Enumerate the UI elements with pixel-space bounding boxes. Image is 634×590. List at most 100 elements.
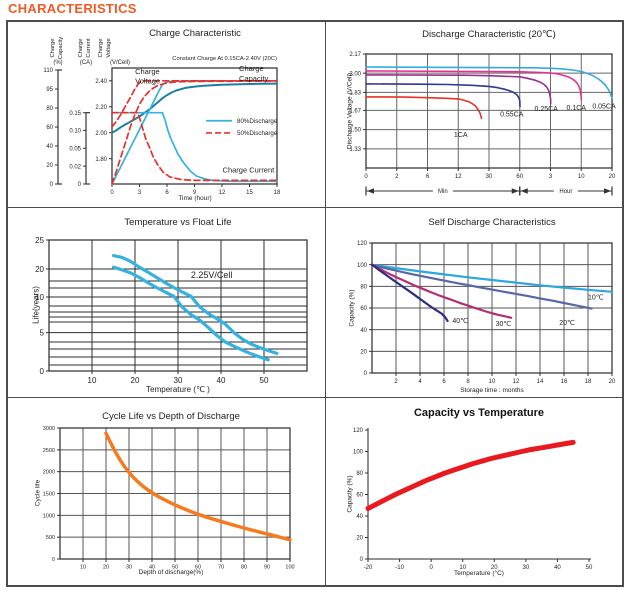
x-tick-label: 0 <box>429 565 433 571</box>
side-axis-tick-label: 2.00 <box>95 131 107 137</box>
annotation: Charge <box>135 67 160 76</box>
self-discharge-10c <box>370 263 614 293</box>
x-tick-label: 70 <box>218 565 224 571</box>
y-tick-label: 20 <box>356 536 363 542</box>
x-tick-label: 8 <box>466 379 470 385</box>
y-tick-label: 2500 <box>43 448 55 454</box>
arrowhead-left <box>367 188 374 194</box>
y-tick-label: 2.17 <box>349 52 361 58</box>
chart-title-capacity-vs-temperature: Capacity vs Temperature <box>413 407 545 419</box>
y-tick-label: 25 <box>35 236 44 245</box>
legend-label: 50%Discharge <box>237 130 278 137</box>
annotation: Constant Charge At 0.15CA-2.40V (20C) <box>172 56 277 62</box>
x-tick-label: 0 <box>110 190 114 196</box>
side-axis-tick-label: 0.05 <box>69 146 81 152</box>
arrowhead-right <box>511 188 519 194</box>
x-tick-label: 20 <box>103 565 109 571</box>
charge-current-80 <box>111 111 278 183</box>
discharge-0.1ca <box>365 70 583 101</box>
y-tick-label: 20 <box>35 265 44 274</box>
x-tick-label: 50 <box>172 565 178 571</box>
annotation: 1CA <box>454 132 468 139</box>
characteristics-panel: 0 3 6 9 12 15 18 0 20 40 60 80 95 110 (%) Charge Capacit… <box>6 20 624 587</box>
x-tick-label: 10 <box>489 379 496 385</box>
page-title: CHARACTERISTICS <box>8 1 137 16</box>
side-axis-unit: (V/Cell) <box>110 60 130 66</box>
side-axis-tick-label: 95 <box>46 87 53 93</box>
y-tick-label: 0 <box>364 371 368 377</box>
x-tick-label: 12 <box>219 190 226 196</box>
y-axis-label-cycle-life: Cycle life <box>34 479 42 507</box>
side-axis-tick-label: 20 <box>46 163 53 169</box>
x-tick-label: 0 <box>364 174 368 180</box>
discharge-characteristic-chart: 0 2 6 12 30 60 3 10 20 1.33 1.50 1.67 1.83 2.00 2.17 1C… <box>349 52 616 196</box>
side-axis-name: Charge <box>50 38 56 57</box>
charge-current-50 <box>111 111 278 182</box>
side-axis-tick-label: 0.02 <box>69 164 81 170</box>
discharge-0.05ca <box>365 66 613 99</box>
y-axis-label-capacity: Capacity (%) <box>346 475 354 513</box>
y-tick-label: 60 <box>356 493 363 499</box>
annotation: Charge Current <box>223 165 276 174</box>
annotation: 0.1CA <box>566 105 586 112</box>
cycle-life-chart: 10 20 30 40 50 60 70 80 90 1000500100015002000250… <box>43 426 295 571</box>
x-axis-label-storage-time: Storage time : months <box>460 387 524 394</box>
x-tick-label: 16 <box>561 379 568 385</box>
chart-title-temperature-vs-float-life: Temperature vs Float Life <box>124 217 232 228</box>
side-axis-name: Charge <box>98 38 104 57</box>
annotation: 20℃ <box>559 320 575 327</box>
discharge-0.25ca <box>365 74 552 105</box>
annotation: 2.25V/Cell <box>191 270 233 280</box>
annotation: 10℃ <box>588 295 604 302</box>
x-tick-label: 20 <box>609 379 616 385</box>
x-tick-label: 50 <box>260 376 269 385</box>
y-tick-label: 120 <box>357 241 368 247</box>
y-tick-label: 40 <box>360 328 367 334</box>
y-axis-label-capacity: Capacity (%) <box>348 289 356 327</box>
chart-cell-capacity-vs-temperature: -20 -10 0 10 20 30 40 50 0 20 40 60 80 100 120 Capacit… <box>326 398 622 585</box>
float-life-lower <box>111 265 270 362</box>
y-tick-label: 5 <box>40 328 45 337</box>
y-tick-label: 2000 <box>43 470 55 476</box>
x-tick-label: 6 <box>442 379 446 385</box>
y-tick-label: 1500 <box>43 491 55 497</box>
y-tick-label: 100 <box>357 263 368 269</box>
self-discharge-20c <box>370 263 593 310</box>
x-tick-label: 60 <box>516 174 523 180</box>
x-axis-label-temperature: Temperature (℃ ) <box>146 385 210 394</box>
chart-title-self-discharge: Self Discharge Characteristics <box>428 217 556 228</box>
x-tick-label: 10 <box>459 565 466 571</box>
side-axis-tick-label: 80 <box>46 106 53 112</box>
x-tick-label: 12 <box>513 379 520 385</box>
y-tick-label: 1.50 <box>349 128 361 134</box>
x-tick-label: 6 <box>165 190 169 196</box>
x-tick-label: 10 <box>578 174 585 180</box>
x-tick-label: 3 <box>549 174 553 180</box>
x-axis-label-depth-of-discharge: Depth of discharge(%) <box>138 569 204 576</box>
x-tick-label: 2 <box>395 174 399 180</box>
charge-voltage-50 <box>111 79 278 128</box>
chart-cell-charge-characteristic: 0 3 6 9 12 15 18 0 20 40 60 80 95 110 (%) Charge Capacit… <box>8 22 326 208</box>
x-tick-label: 80 <box>241 565 247 571</box>
x-tick-label: 18 <box>585 379 592 385</box>
side-axis-tick-label: 2.20 <box>95 105 107 111</box>
self-discharge-40c <box>370 263 449 323</box>
x-axis-label-temperature: Temperature (°C) <box>454 570 504 577</box>
x-tick-label: -10 <box>395 565 404 571</box>
chart-title-cycle-life: Cycle Life vs Depth of Discharge <box>102 411 240 422</box>
arrowhead-right <box>604 188 611 194</box>
y-tick-label: 500 <box>46 535 55 541</box>
annotation: 30℃ <box>496 321 512 328</box>
charge-capacity-50 <box>111 80 278 185</box>
x-tick-label: 10 <box>80 565 86 571</box>
chart-cell-temperature-vs-float-life: 10 20 30 40 50 0 5 10 20 25 2.25V/Cell Temperature… <box>8 208 326 398</box>
y-tick-label: 60 <box>360 306 367 312</box>
x-tick-label: 15 <box>246 190 253 196</box>
y-tick-label: 3000 <box>43 426 55 432</box>
x-tick-label: 3 <box>138 190 142 196</box>
y-tick-label: 0 <box>52 557 55 563</box>
x-axis-label-time-hour: Time (hour) <box>178 195 212 202</box>
side-axis-tick-label: 40 <box>46 144 53 150</box>
side-axis-tick-label: 0.15 <box>69 111 81 117</box>
chart-title-discharge-characteristic: Discharge Characteristic (20℃) <box>422 29 556 40</box>
